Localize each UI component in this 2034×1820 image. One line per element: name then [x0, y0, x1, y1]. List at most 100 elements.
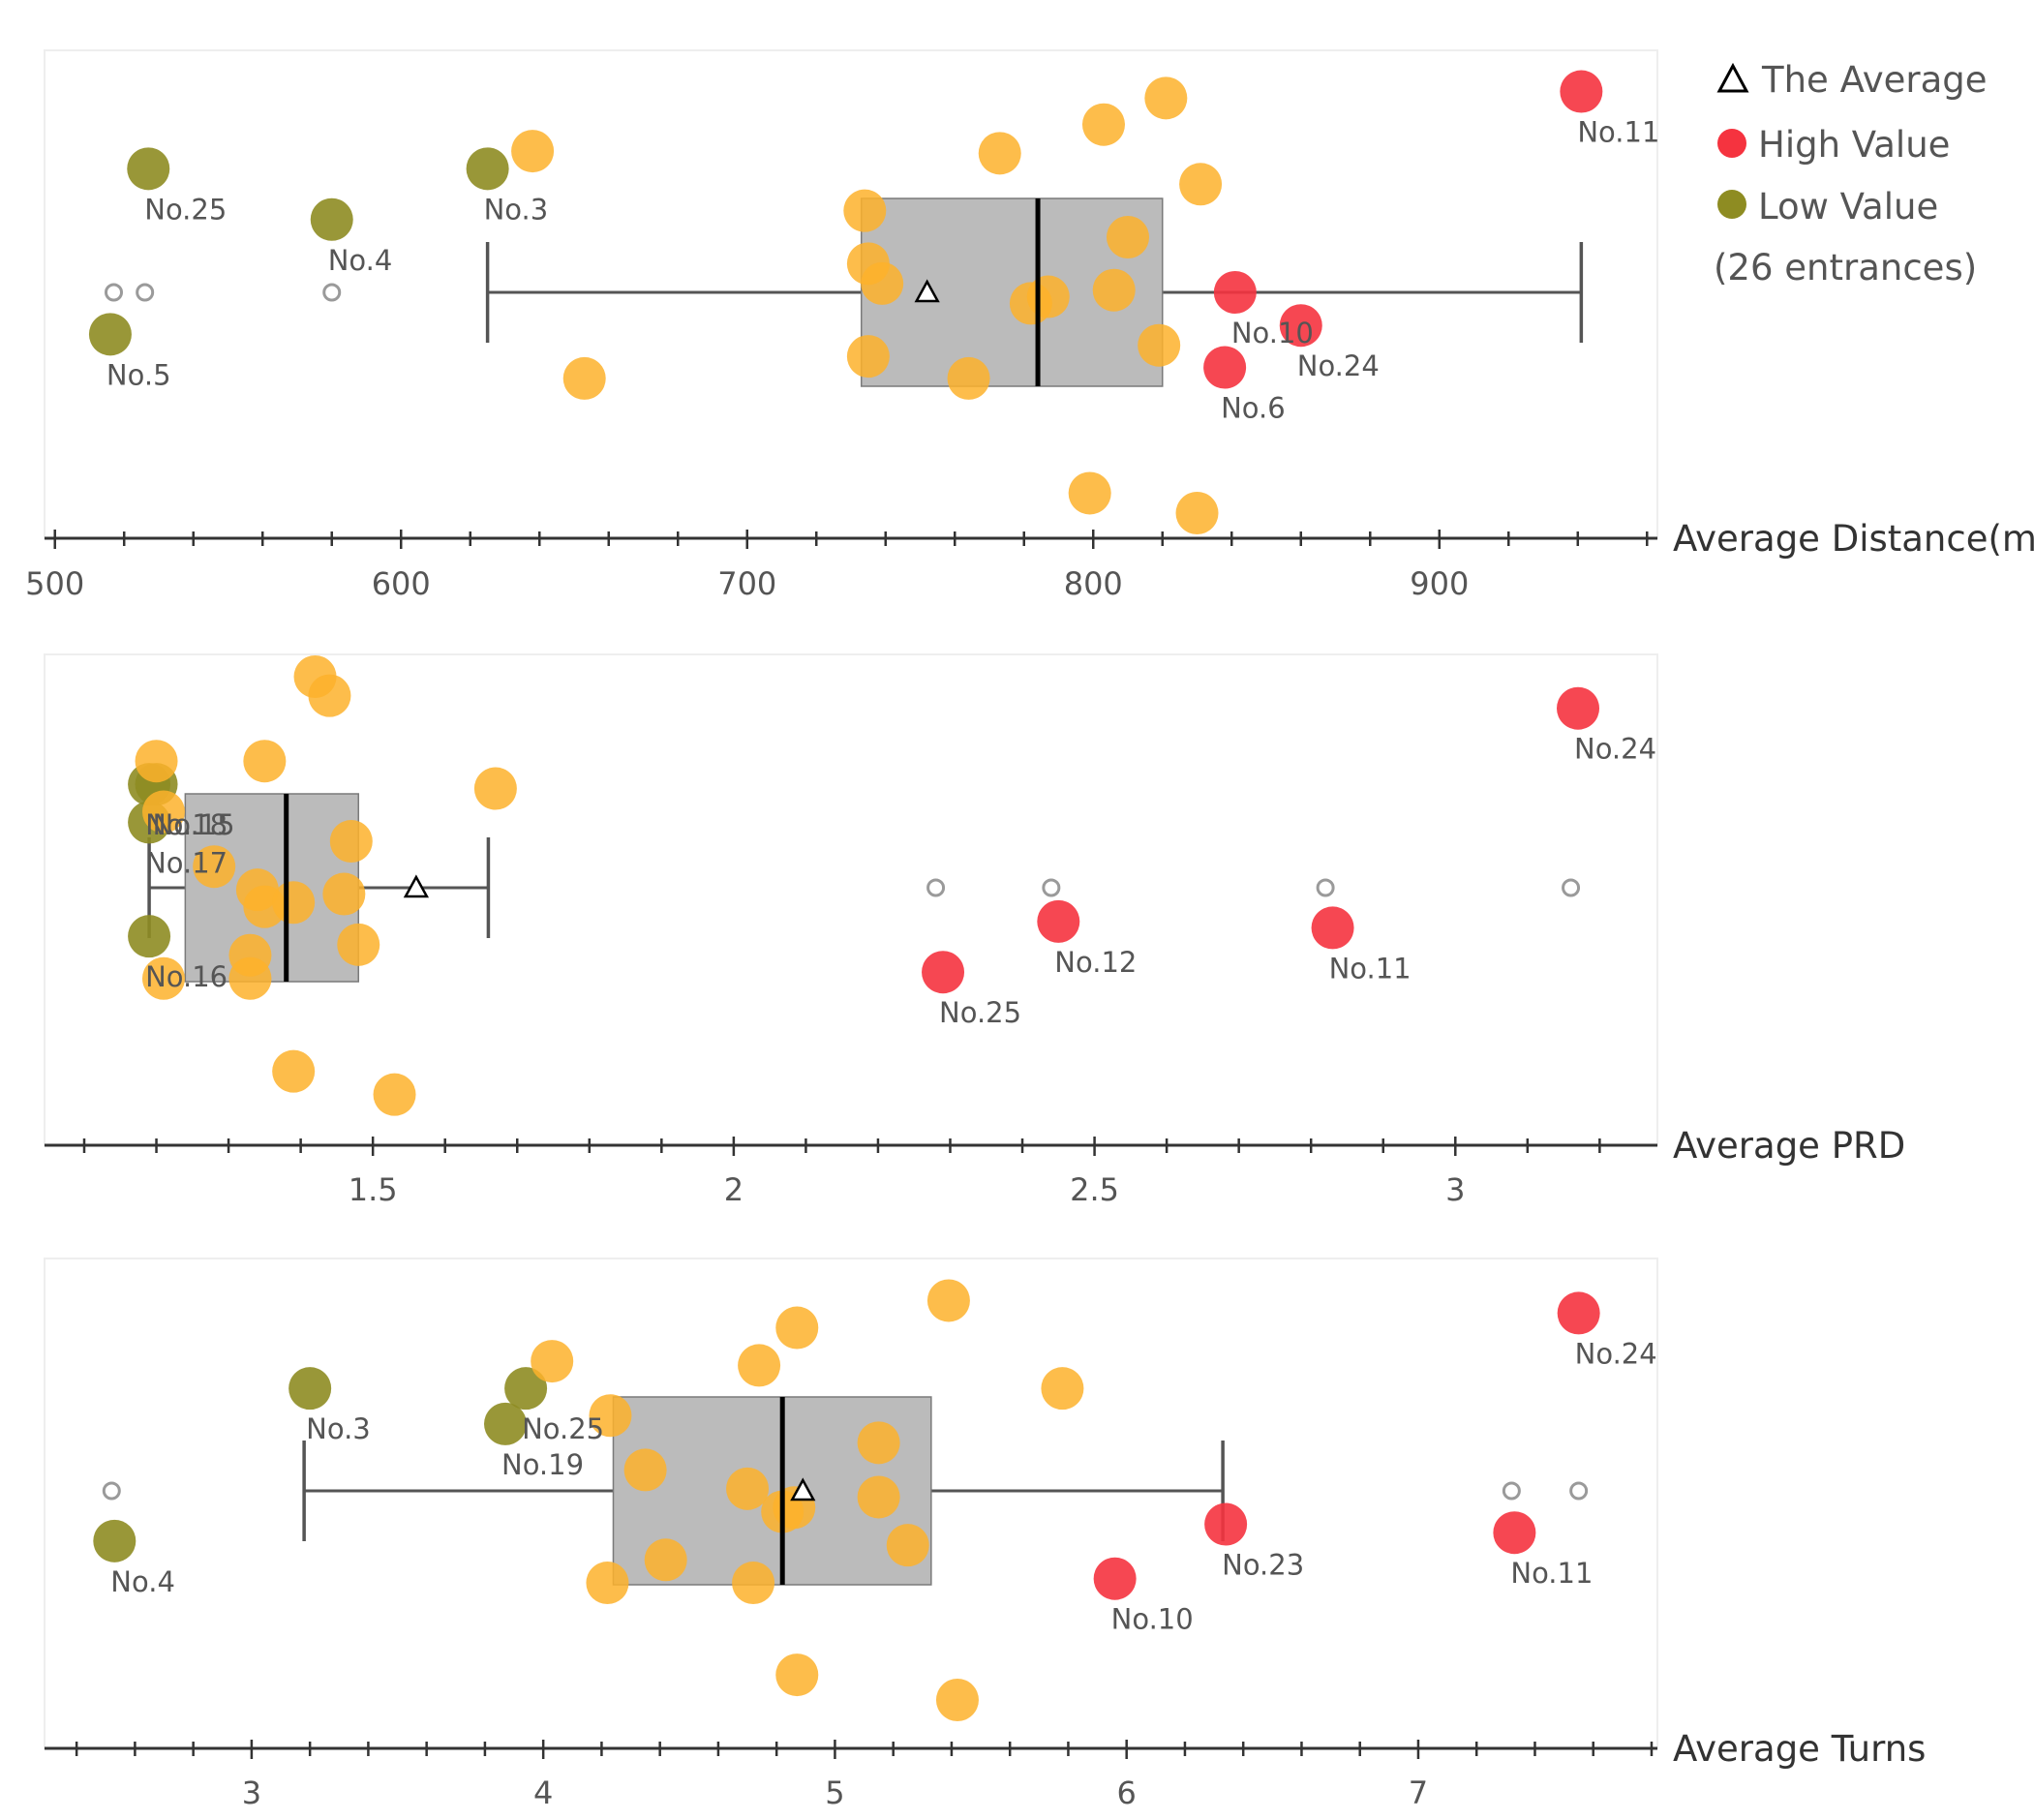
tick-label: 3	[1445, 1171, 1465, 1208]
outlier-marker	[102, 1481, 121, 1501]
point-label: No.3	[306, 1412, 371, 1445]
legend-high-label: High Value	[1758, 124, 1950, 166]
data-point-low	[484, 1402, 527, 1445]
data-point	[329, 820, 373, 864]
x-axis: 3 4 5 6 7 Average Turns	[45, 1728, 1926, 1811]
data-point	[511, 130, 555, 173]
outlier-marker	[1502, 1481, 1521, 1501]
data-point-low	[466, 147, 509, 191]
data-point-low	[127, 147, 170, 191]
data-point	[1138, 323, 1181, 367]
data-point	[947, 356, 990, 400]
point-label: No.25	[522, 1412, 604, 1445]
point-label: No.3	[484, 193, 549, 226]
data-point	[1041, 1367, 1084, 1410]
legend-average-label: The Average	[1761, 59, 1988, 101]
data-point-low	[128, 915, 171, 958]
data-point-high	[1279, 304, 1322, 348]
point-label: No.17	[145, 846, 228, 879]
data-point	[193, 845, 236, 889]
data-point-low	[88, 313, 132, 356]
tick-label: 4	[533, 1774, 553, 1811]
point-label: No.10	[1231, 317, 1314, 349]
data-point	[623, 1448, 667, 1492]
data-point	[1068, 471, 1111, 515]
data-point-high	[1557, 1291, 1600, 1335]
data-point-low	[93, 1519, 137, 1562]
tick-label: 900	[1410, 565, 1469, 602]
data-point	[1081, 103, 1125, 146]
data-point	[589, 1394, 632, 1438]
data-point-high	[1560, 70, 1603, 113]
data-point-low	[288, 1367, 332, 1410]
legend-item-average: The Average	[1716, 59, 1988, 101]
outlier-marker	[1042, 878, 1061, 897]
point-label: No.18	[145, 808, 228, 841]
data-point	[373, 1073, 416, 1116]
x-axis: 1.5 2 2.5 3 Average PRD	[45, 1125, 1905, 1208]
data-point	[861, 261, 904, 305]
data-point	[857, 1421, 900, 1465]
data-point	[886, 1524, 929, 1567]
point-label: No.25	[144, 193, 227, 226]
data-point	[846, 335, 890, 379]
outlier-marker	[136, 283, 155, 302]
data-point	[843, 189, 887, 232]
data-point	[562, 356, 606, 400]
point-label: No.24	[1297, 349, 1380, 382]
data-point	[1009, 282, 1052, 325]
point-label: No.15	[153, 808, 235, 841]
data-point	[272, 1049, 316, 1093]
data-point-high	[1557, 686, 1600, 730]
data-point-low	[504, 1367, 548, 1410]
panel-1: 500 600 700 800 900 Average Distance(m) No.11 N…	[25, 49, 2034, 602]
point-label: No.23	[1222, 1549, 1304, 1582]
outlier-marker	[322, 283, 342, 302]
mean-marker	[403, 874, 430, 898]
point-label: No.24	[1574, 733, 1656, 766]
data-point	[337, 923, 380, 966]
data-point	[726, 1467, 770, 1510]
data-point-high	[1093, 1557, 1137, 1600]
data-point-high	[1204, 1502, 1248, 1546]
point-label: No.10	[1111, 1603, 1194, 1636]
tick-label: 800	[1064, 565, 1123, 602]
x-axis: 500 600 700 800 900 Average Distance(m)	[25, 518, 2034, 602]
point-label: No.19	[501, 1448, 584, 1481]
data-point	[644, 1538, 687, 1582]
outlier-marker	[1316, 878, 1335, 897]
low-value-dot-icon	[1717, 190, 1746, 219]
data-point	[732, 1562, 775, 1605]
x-axis-title: Average PRD	[1673, 1125, 1905, 1167]
data-point	[775, 1306, 819, 1350]
legend: The Average High Value Low Value (26 ent…	[1714, 59, 1988, 288]
tick-label: 600	[372, 565, 431, 602]
data-point	[1092, 268, 1136, 312]
data-point	[135, 740, 178, 783]
x-axis-title: Average Turns	[1673, 1728, 1926, 1770]
data-point	[738, 1344, 781, 1387]
data-points	[88, 70, 1603, 534]
data-point	[141, 790, 185, 834]
tick-label: 2	[724, 1171, 744, 1208]
tick-label: 6	[1117, 1774, 1137, 1811]
data-point-low	[310, 197, 353, 241]
mean-marker	[914, 279, 940, 303]
point-label: No.24	[1575, 1337, 1657, 1370]
data-point-high	[1203, 346, 1247, 389]
data-point	[243, 740, 287, 783]
point-label: No.11	[1577, 116, 1659, 149]
point-label: No.4	[328, 244, 393, 277]
data-point-high	[1037, 899, 1080, 943]
data-point	[272, 881, 316, 925]
data-point	[322, 872, 366, 916]
point-label: No.16	[145, 960, 228, 993]
legend-item-high: High Value	[1717, 124, 1950, 166]
tick-label: 500	[25, 565, 84, 602]
panel-3: 3 4 5 6 7 Average Turns No.24 No.23 No.11 No.10 No…	[44, 1258, 1926, 1811]
point-label: No.12	[1054, 946, 1137, 979]
panel-2: 1.5 2 2.5 3 Average PRD No.24 No.12 No.11 No.25 N…	[44, 653, 1905, 1208]
point-label: No.25	[939, 996, 1021, 1029]
data-point	[473, 767, 517, 810]
